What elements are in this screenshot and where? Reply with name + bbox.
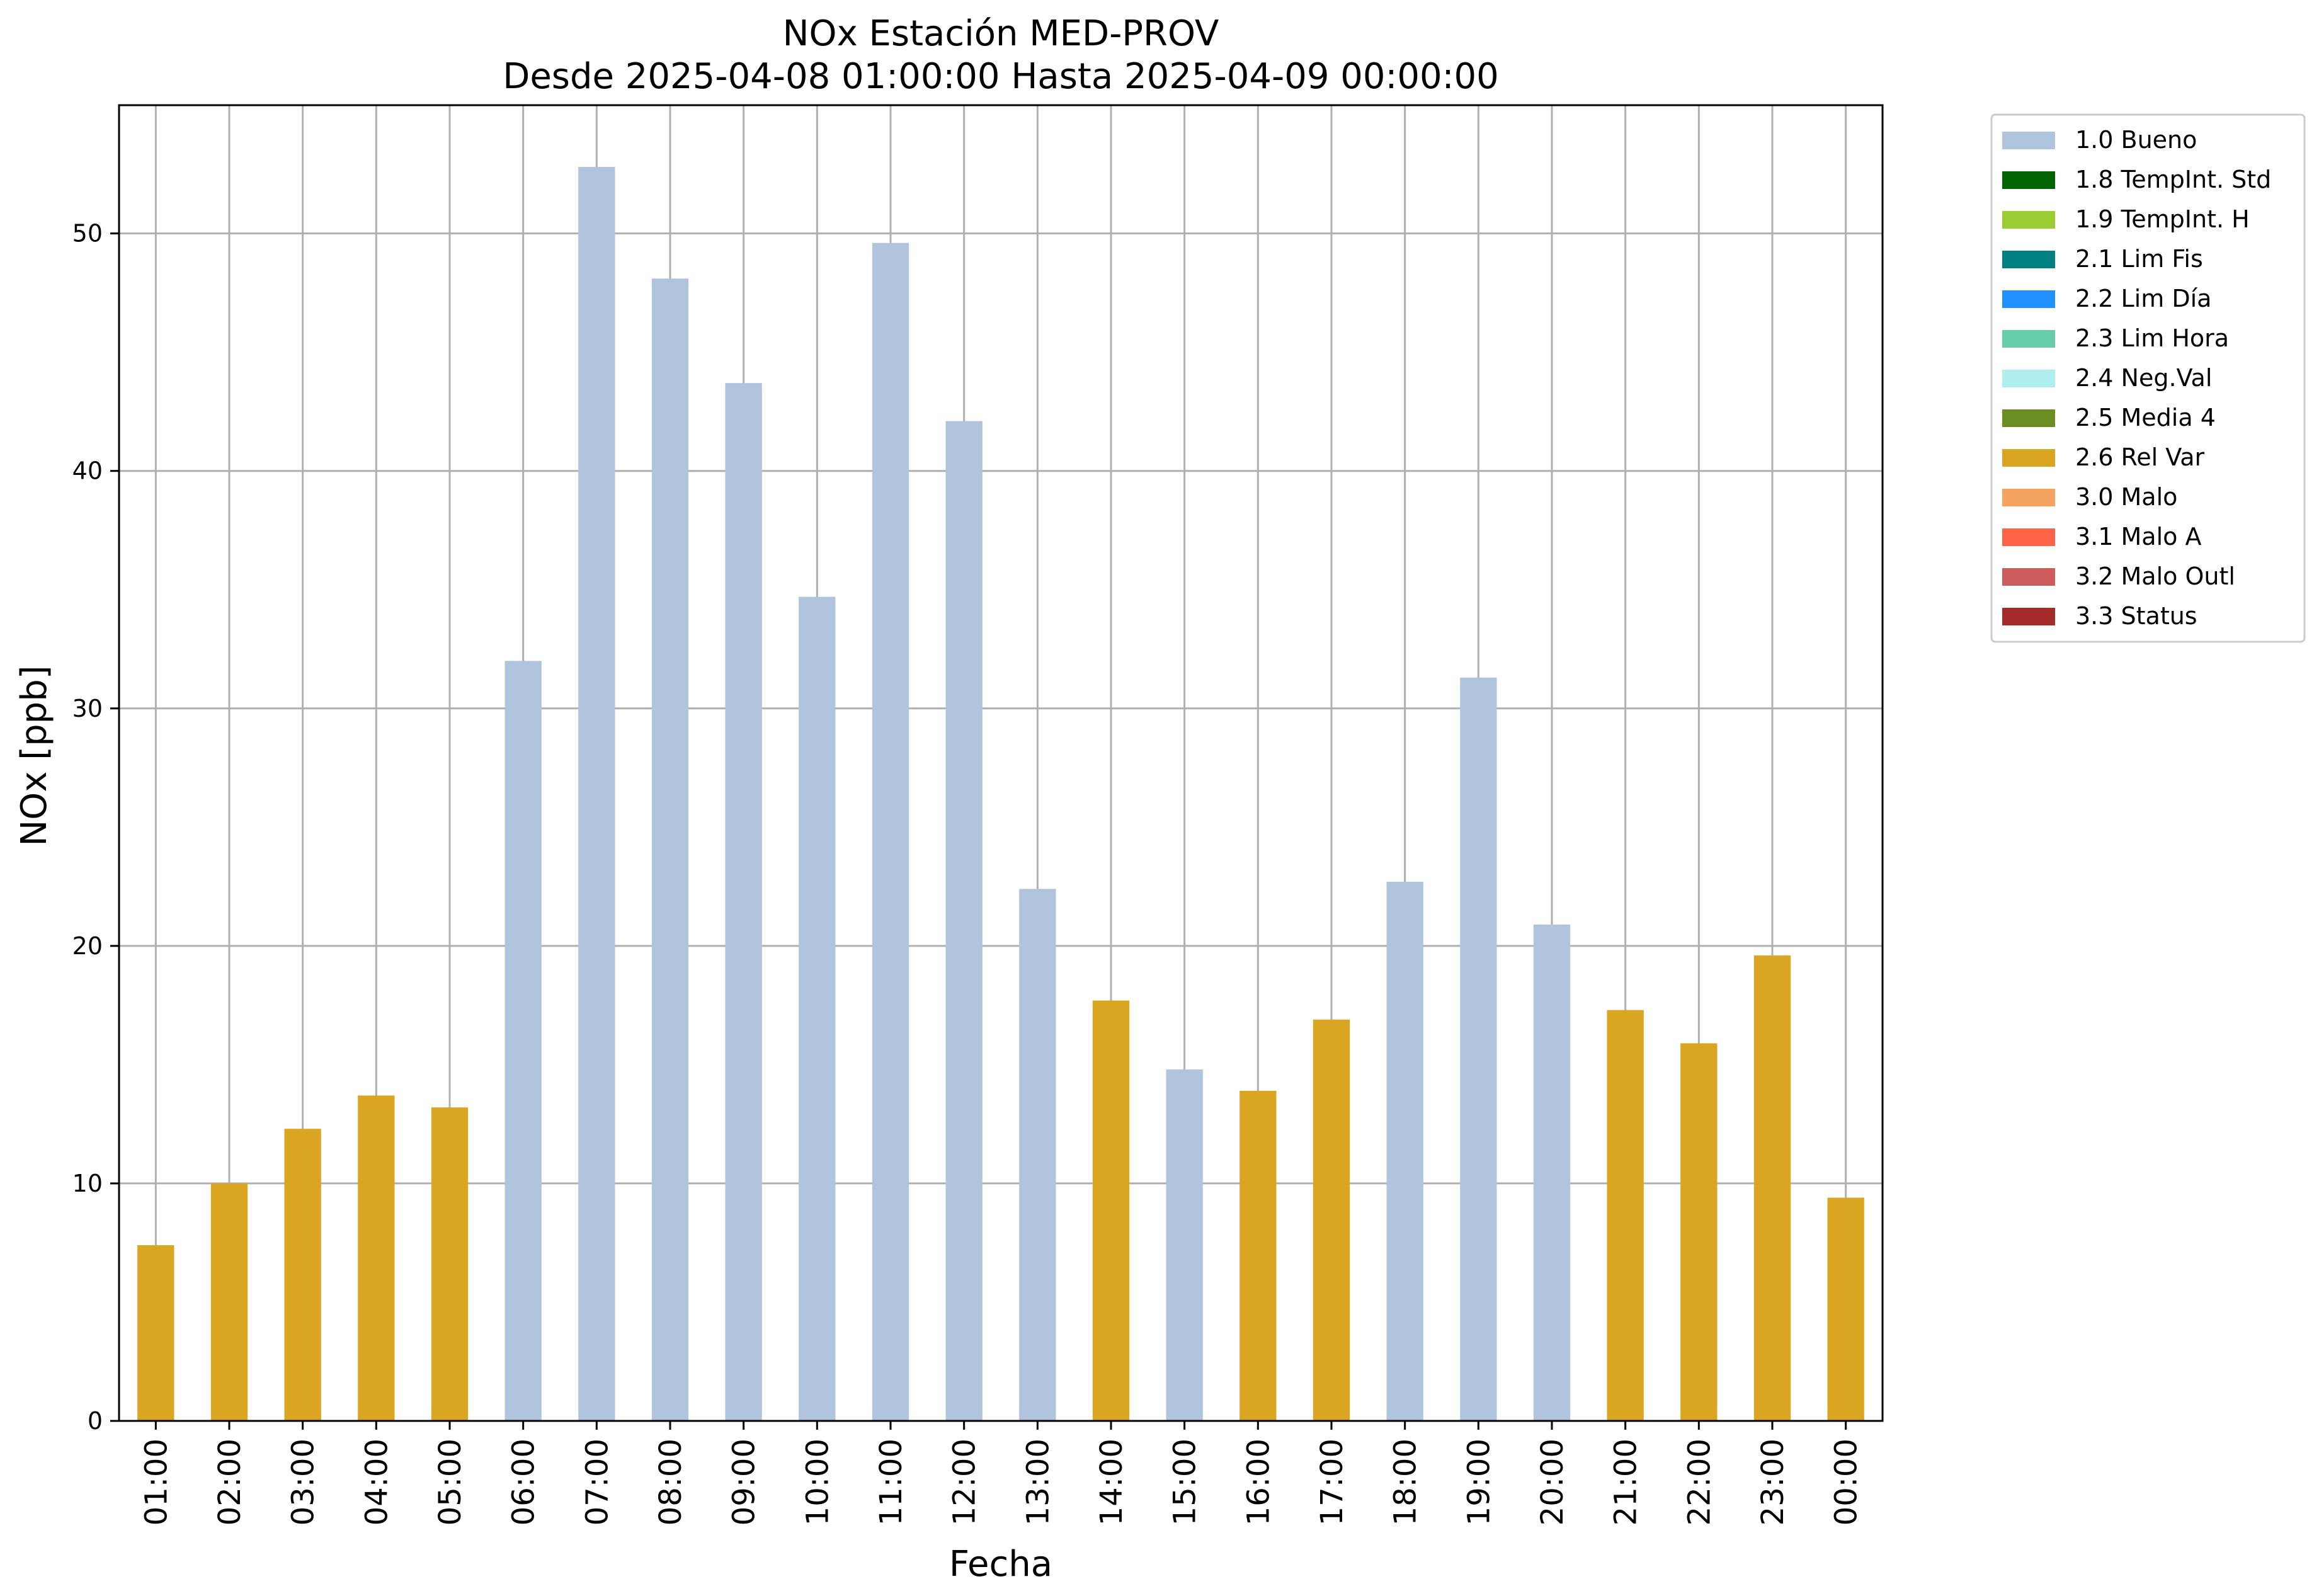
x-tick-label-12: 13:00 (1020, 1439, 1056, 1525)
x-tick-label-23: 00:00 (1829, 1439, 1864, 1525)
y-tick-label-4: 40 (72, 457, 103, 485)
x-tick-label-14: 15:00 (1168, 1439, 1203, 1525)
x-tick-label-17: 18:00 (1388, 1439, 1423, 1525)
bar-23 (1827, 1197, 1864, 1421)
chart-title: NOx Estación MED-PROV (783, 13, 1219, 54)
bar-6 (578, 167, 615, 1422)
y-tick-label-1: 10 (72, 1170, 103, 1197)
legend-swatch-8 (2002, 449, 2055, 467)
chart-subtitle: Desde 2025-04-08 01:00:00 Hasta 2025-04-… (503, 56, 1499, 97)
bar-5 (504, 661, 542, 1421)
legend-label-3: 2.1 Lim Fis (2075, 245, 2203, 273)
legend-swatch-4 (2002, 290, 2055, 308)
x-tick-label-18: 19:00 (1461, 1439, 1496, 1525)
legend-swatch-0 (2002, 132, 2055, 149)
plot-frame (118, 104, 1884, 1422)
x-axis-ticks: 01:00 02:00 03:00 04:00 05:00 06:00 07:00 08:00… (139, 1421, 1864, 1525)
bar-10 (872, 242, 909, 1421)
legend-label-5: 2.3 Lim Hora (2075, 324, 2229, 352)
legend: 1.0 Bueno 1.8 TempInt. Std 1.9 TempInt. H 2… (1990, 113, 2306, 643)
legend-label-7: 2.5 Media 4 (2075, 404, 2216, 431)
legend-label-10: 3.1 Malo A (2075, 523, 2201, 550)
legend-label-1: 1.8 TempInt. Std (2075, 166, 2271, 193)
bar-12 (1019, 889, 1056, 1421)
x-tick-label-9: 10:00 (800, 1439, 835, 1525)
bar-7 (651, 278, 689, 1421)
y-tick-label-2: 20 (72, 932, 103, 960)
legend-swatch-6 (2002, 370, 2055, 387)
bar-18 (1460, 677, 1497, 1421)
x-axis-label: Fecha (949, 1544, 1052, 1585)
x-tick-label-8: 09:00 (727, 1439, 762, 1525)
x-tick-label-13: 14:00 (1094, 1439, 1129, 1525)
legend-swatch-3 (2002, 251, 2055, 268)
legend-swatch-12 (2002, 608, 2055, 625)
bar-19 (1533, 924, 1571, 1421)
bar-11 (945, 421, 983, 1422)
bar-0 (137, 1245, 174, 1421)
legend-swatch-10 (2002, 528, 2055, 546)
legend-label-0: 1.0 Bueno (2075, 126, 2197, 154)
x-tick-label-7: 08:00 (653, 1439, 688, 1525)
bar-20 (1607, 1010, 1644, 1421)
bar-2 (284, 1129, 321, 1421)
bar-8 (725, 383, 762, 1421)
x-tick-label-20: 21:00 (1609, 1439, 1644, 1525)
bar-16 (1313, 1019, 1350, 1421)
x-tick-label-3: 04:00 (359, 1439, 394, 1525)
bar-1 (210, 1183, 248, 1421)
y-tick-label-5: 50 (72, 220, 103, 248)
legend-swatch-2 (2002, 211, 2055, 229)
x-tick-label-21: 22:00 (1682, 1439, 1717, 1525)
bar-15 (1239, 1090, 1277, 1421)
x-tick-label-1: 02:00 (212, 1439, 248, 1525)
bar-17 (1386, 882, 1423, 1421)
bar-14 (1166, 1069, 1203, 1421)
legend-swatch-5 (2002, 330, 2055, 348)
bar-13 (1092, 1000, 1130, 1421)
legend-box (1990, 113, 2306, 643)
bar-4 (431, 1107, 469, 1421)
x-tick-label-19: 20:00 (1535, 1439, 1570, 1525)
x-tick-label-2: 03:00 (286, 1439, 321, 1525)
legend-label-4: 2.2 Lim Día (2075, 285, 2211, 312)
y-tick-label-3: 30 (72, 695, 103, 722)
legend-label-2: 1.9 TempInt. H (2075, 205, 2250, 233)
bar-9 (799, 596, 836, 1422)
bar-22 (1753, 955, 1791, 1421)
y-axis-label: NOx [ppb] (14, 665, 55, 846)
x-tick-label-16: 17:00 (1314, 1439, 1350, 1525)
y-axis-ticks: 0 10 20 30 40 50 (72, 220, 119, 1435)
x-tick-label-11: 12:00 (947, 1439, 983, 1525)
x-tick-label-6: 07:00 (579, 1439, 615, 1525)
x-tick-label-15: 16:00 (1241, 1439, 1276, 1525)
x-tick-label-22: 23:00 (1755, 1439, 1791, 1525)
legend-label-11: 3.2 Malo Outl (2075, 562, 2235, 590)
legend-label-9: 3.0 Malo (2075, 483, 2177, 511)
x-tick-label-10: 11:00 (874, 1439, 909, 1525)
x-tick-label-0: 01:00 (139, 1439, 174, 1525)
bar-21 (1680, 1043, 1718, 1421)
legend-label-12: 3.3 Status (2075, 602, 2197, 630)
legend-swatch-11 (2002, 568, 2055, 586)
legend-swatch-7 (2002, 409, 2055, 427)
legend-label-8: 2.6 Rel Var (2075, 443, 2205, 471)
x-tick-label-5: 06:00 (506, 1439, 542, 1525)
legend-label-6: 2.4 Neg.Val (2075, 364, 2212, 392)
bar-3 (358, 1095, 395, 1421)
x-tick-label-4: 05:00 (433, 1439, 468, 1525)
bars-group (137, 167, 1864, 1422)
legend-swatch-9 (2002, 489, 2055, 506)
y-tick-label-0: 0 (88, 1407, 103, 1435)
legend-swatch-1 (2002, 171, 2055, 189)
